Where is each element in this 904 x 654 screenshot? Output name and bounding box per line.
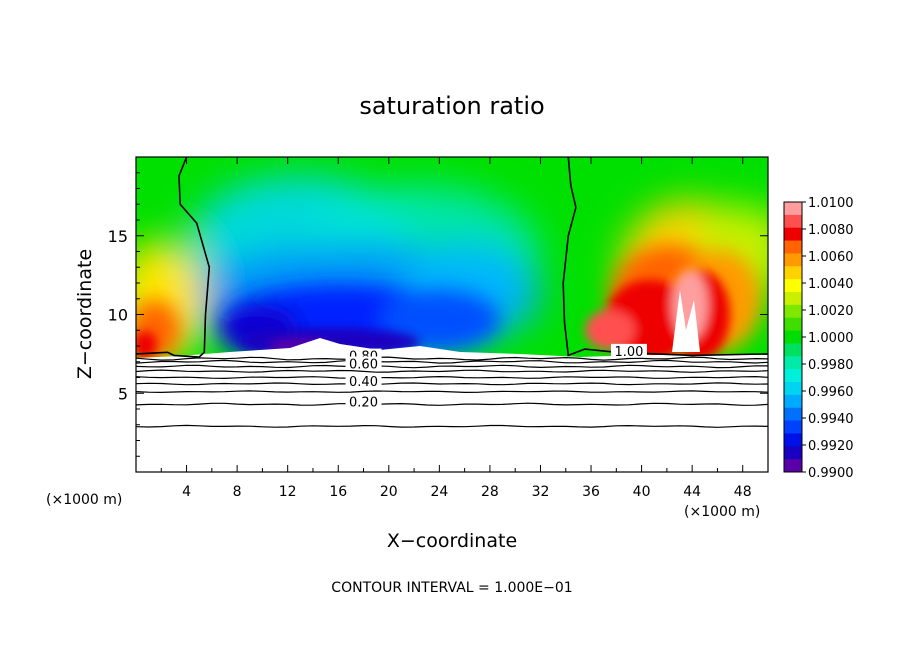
y-tick-label: 10 [108, 306, 128, 325]
x-tick-label: 28 [481, 484, 499, 500]
colorbar-swatch [784, 330, 802, 344]
y-axis-ticks: 5 10 15 [108, 172, 768, 457]
contour-label: 0.40 [349, 375, 378, 390]
x-unit-left: (×1000 m) [46, 492, 122, 508]
contour-line [135, 364, 769, 369]
colorbar-swatch [784, 394, 802, 409]
colorbar-swatch [784, 433, 802, 447]
colorbar-swatch [784, 214, 802, 229]
x-tick-label: 40 [633, 484, 651, 500]
y-axis-label: Z−coordinate [74, 249, 96, 379]
x-tick-label: 44 [683, 484, 701, 500]
colorbar-swatch [784, 253, 802, 267]
colorbar-swatch [784, 292, 802, 306]
contour-label-bg [610, 343, 647, 357]
contour-line [135, 390, 769, 394]
x-tick-label: 8 [233, 484, 242, 500]
colorbar-swatch [784, 356, 802, 370]
colorbar-swatch [784, 459, 802, 473]
contour-line [135, 402, 769, 406]
x-tick-label: 48 [734, 484, 752, 500]
y-tick-label: 15 [108, 227, 128, 246]
colorbar-tick-label: 1.0020 [808, 304, 854, 319]
colorbar-tick-label: 0.9900 [808, 466, 854, 481]
x-tick-label: 32 [532, 484, 550, 500]
x-tick-label: 16 [329, 484, 347, 500]
colorbar-swatch [784, 227, 802, 242]
contour-label-bg [345, 394, 382, 408]
colorbar-swatch [784, 446, 802, 460]
contour-line [135, 369, 769, 373]
contour-label: 0.20 [349, 395, 378, 410]
x-axis-ticks: 4 8 12 16 20 24 28 32 36 40 44 48 [160, 157, 752, 500]
contour-label-bg [345, 356, 382, 370]
colorbar-tick-label: 0.9940 [808, 412, 854, 427]
x-tick-label: 24 [430, 484, 448, 500]
x-axis-label: X−coordinate [387, 530, 517, 552]
contour-lines: 1.000.800.600.400.20 [135, 156, 769, 428]
x-tick-label: 12 [279, 484, 297, 500]
x-tick-label: 4 [182, 484, 191, 500]
contour-label: 1.00 [614, 345, 643, 360]
contour-line [135, 359, 769, 364]
colorbar-swatch [784, 420, 802, 434]
x-tick-label: 20 [380, 484, 398, 500]
colorbar-tick-label: 1.0000 [808, 331, 854, 346]
colorbar-swatch [784, 279, 802, 293]
contour-line [135, 375, 769, 380]
colorbar-swatch [784, 304, 802, 319]
colorbar-tick-label: 0.9920 [808, 439, 854, 454]
colorbar-tick-label: 1.0100 [808, 196, 854, 211]
contour-line [135, 424, 769, 428]
chart-title: saturation ratio [359, 92, 544, 120]
y-tick-label: 5 [118, 384, 128, 403]
x-tick-label: 36 [582, 484, 600, 500]
colorbar-swatch [784, 266, 802, 280]
colorbar-swatch [784, 382, 802, 396]
heatmap-field [136, 157, 768, 472]
colorbar-tick-label: 1.0040 [808, 277, 854, 292]
contour-label-bg [345, 373, 382, 387]
colorbar-tick-label: 1.0080 [808, 223, 854, 238]
colorbar-swatch [784, 407, 802, 422]
colorbar-swatch [784, 240, 802, 254]
colorbar-swatch [784, 343, 802, 357]
contour-line [135, 382, 769, 386]
contour-interval-note: CONTOUR INTERVAL = 1.000E−01 [331, 580, 572, 596]
colorbar-swatch [784, 369, 802, 383]
contour-line-1.00-left [135, 156, 211, 358]
colorbar-tick-label: 0.9960 [808, 385, 854, 400]
colorbar-swatch [784, 202, 802, 216]
colorbar: 1.0100 1.0080 1.0060 1.0040 1.0020 1.0000 0.99… [783, 196, 854, 481]
colorbar-tick-label: 0.9980 [808, 358, 854, 373]
contour-line [135, 356, 769, 361]
colorbar-swatch [784, 317, 802, 332]
x-unit-right: (×1000 m) [684, 504, 760, 520]
contour-label: 0.60 [349, 357, 378, 372]
colorbar-tick-label: 1.0060 [808, 250, 854, 265]
